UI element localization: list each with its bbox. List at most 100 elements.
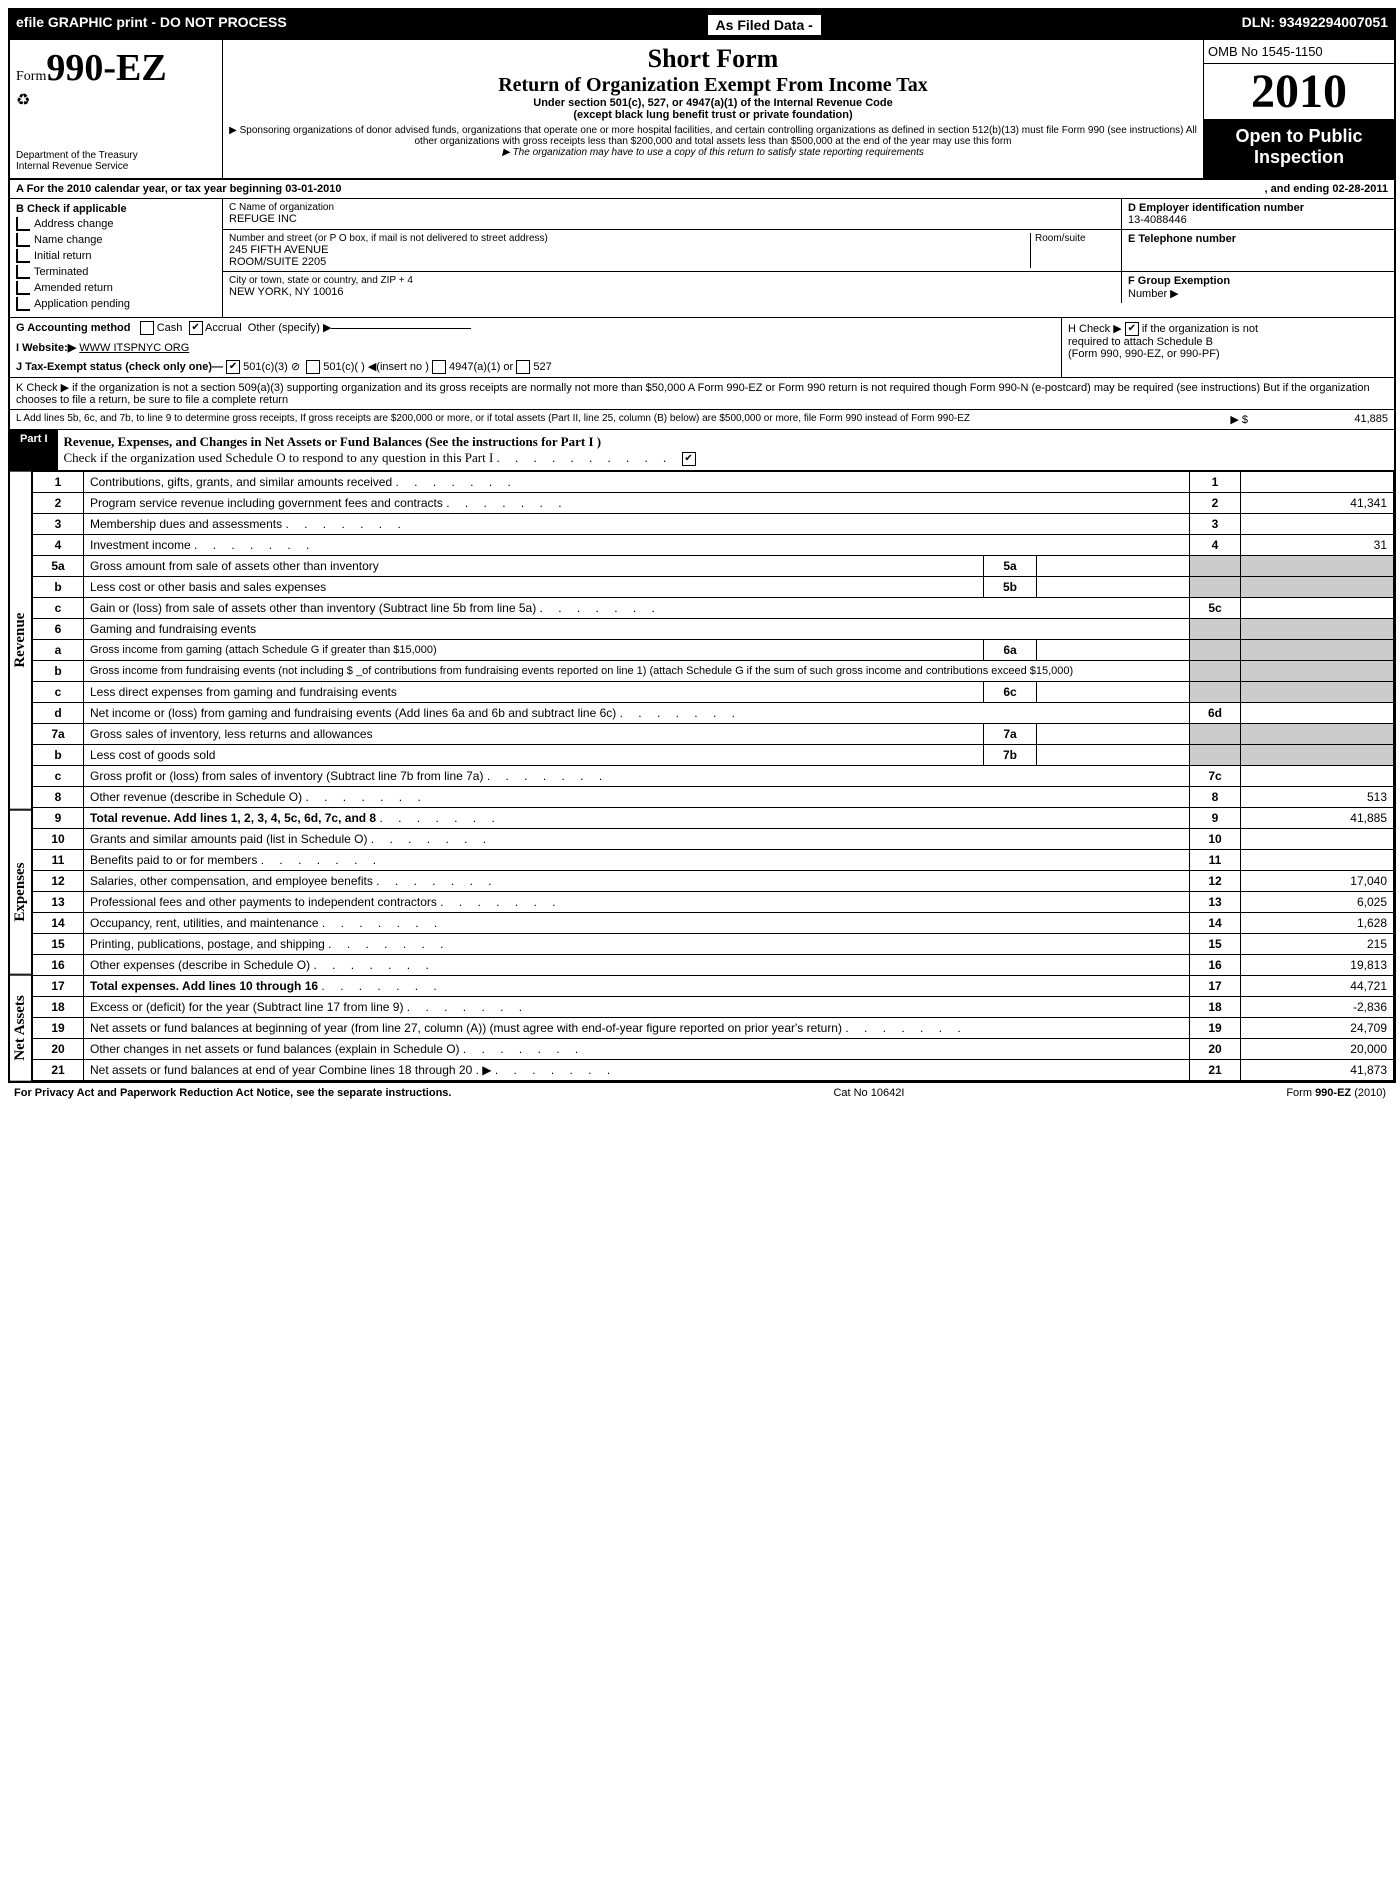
part1-title: Revenue, Expenses, and Changes in Net As… bbox=[64, 434, 602, 449]
tax-year: 2010 bbox=[1204, 64, 1394, 120]
title-short-form: Short Form bbox=[229, 44, 1197, 74]
i-label: I Website:▶ bbox=[16, 342, 76, 354]
topbar-left: efile GRAPHIC print - DO NOT PROCESS bbox=[16, 14, 287, 36]
hint2: ▶ The organization may have to use a cop… bbox=[229, 147, 1197, 158]
checkbox-address-change[interactable]: Address change bbox=[16, 217, 216, 231]
checkbox-initial-return[interactable]: Initial return bbox=[16, 249, 216, 263]
line-a: A For the 2010 calendar year, or tax yea… bbox=[10, 180, 1394, 199]
line-5a: 5aGross amount from sale of assets other… bbox=[33, 556, 1394, 577]
form-prefix: Form bbox=[16, 69, 46, 84]
g-accrual: Accrual bbox=[205, 322, 242, 334]
part1-header: Part I Revenue, Expenses, and Changes in… bbox=[10, 430, 1394, 471]
omb-number: OMB No 1545-1150 bbox=[1204, 40, 1394, 64]
top-bar: efile GRAPHIC print - DO NOT PROCESS As … bbox=[10, 10, 1394, 40]
h-text3: required to attach Schedule B bbox=[1068, 336, 1213, 348]
line-15: 15Printing, publications, postage, and s… bbox=[33, 934, 1394, 955]
line-a-ending: , and ending 02-28-2011 bbox=[1265, 183, 1389, 195]
footer: For Privacy Act and Paperwork Reduction … bbox=[8, 1083, 1392, 1103]
line-21: 21Net assets or fund balances at end of … bbox=[33, 1060, 1394, 1081]
col-b-title: B Check if applicable bbox=[16, 203, 127, 215]
part1-sub: Check if the organization used Schedule … bbox=[64, 450, 494, 465]
j-501c-checkbox[interactable] bbox=[306, 360, 320, 374]
j-o3: 4947(a)(1) or bbox=[449, 361, 513, 373]
section-bcdef: B Check if applicable Address change Name… bbox=[10, 199, 1394, 318]
f-label2: Number ▶ bbox=[1128, 287, 1388, 300]
checkbox-application-pending[interactable]: Application pending bbox=[16, 297, 216, 311]
f-label: F Group Exemption bbox=[1128, 275, 1230, 287]
dept-treasury: Department of the Treasury bbox=[16, 150, 216, 161]
header-mid: Short Form Return of Organization Exempt… bbox=[223, 40, 1203, 178]
header: Form990-EZ ♻ Department of the Treasury … bbox=[10, 40, 1394, 180]
j-501c3-checkbox[interactable] bbox=[226, 360, 240, 374]
dots: . . . . . . . . . . bbox=[497, 450, 682, 465]
topbar-right: DLN: 93492294007051 bbox=[1242, 14, 1388, 36]
g-other: Other (specify) ▶ bbox=[248, 322, 332, 334]
street2: ROOM/SUITE 2205 bbox=[229, 256, 1030, 268]
dept-irs: Internal Revenue Service bbox=[16, 161, 216, 172]
street1: 245 FIFTH AVENUE bbox=[229, 244, 1030, 256]
e-label: E Telephone number bbox=[1128, 233, 1236, 245]
line-19: 19Net assets or fund balances at beginni… bbox=[33, 1018, 1394, 1039]
line-d: dNet income or (loss) from gaming and fu… bbox=[33, 703, 1394, 724]
h-checkbox[interactable] bbox=[1125, 322, 1139, 336]
part1-schedule-o-checkbox[interactable] bbox=[682, 452, 696, 466]
accrual-checkbox[interactable] bbox=[189, 321, 203, 335]
line-8: 8Other revenue (describe in Schedule O) … bbox=[33, 787, 1394, 808]
netassets-label: Net Assets bbox=[10, 975, 32, 1082]
col-b: B Check if applicable Address change Name… bbox=[10, 199, 223, 317]
c-name-label: C Name of organization bbox=[229, 202, 1115, 213]
line-17: 17Total expenses. Add lines 10 through 1… bbox=[33, 976, 1394, 997]
topbar-mid: As Filed Data - bbox=[707, 14, 822, 36]
line-a-label: A For the 2010 calendar year, or tax yea… bbox=[16, 183, 341, 195]
j-label: J Tax-Exempt status (check only one)— bbox=[16, 361, 223, 373]
line-3: 3Membership dues and assessments . . . .… bbox=[33, 514, 1394, 535]
checkbox-name-change[interactable]: Name change bbox=[16, 233, 216, 247]
lines-ghij: G Accounting method Cash Accrual Other (… bbox=[10, 318, 1394, 378]
line-c: cLess direct expenses from gaming and fu… bbox=[33, 682, 1394, 703]
line-14: 14Occupancy, rent, utilities, and mainte… bbox=[33, 913, 1394, 934]
line-j: J Tax-Exempt status (check only one)— 50… bbox=[10, 357, 1061, 377]
part1-body: Revenue Expenses Net Assets 1Contributio… bbox=[10, 471, 1394, 1081]
hint1: ▶ Sponsoring organizations of donor advi… bbox=[229, 125, 1197, 147]
revenue-label: Revenue bbox=[10, 471, 32, 810]
j-4947-checkbox[interactable] bbox=[432, 360, 446, 374]
line-13: 13Professional fees and other payments t… bbox=[33, 892, 1394, 913]
line-l: L Add lines 5b, 6c, and 7b, to line 9 to… bbox=[10, 410, 1394, 430]
open2: Inspection bbox=[1210, 147, 1388, 168]
subtitle2: (except black lung benefit trust or priv… bbox=[229, 109, 1197, 121]
d-label: D Employer identification number bbox=[1128, 202, 1304, 214]
line-6: 6Gaming and fundraising events bbox=[33, 619, 1394, 640]
line-g: G Accounting method Cash Accrual Other (… bbox=[10, 318, 1061, 338]
line-i: I Website:▶ WWW ITSPNYC ORG bbox=[10, 338, 1061, 357]
line-12: 12Salaries, other compensation, and empl… bbox=[33, 871, 1394, 892]
website-value: WWW ITSPNYC ORG bbox=[79, 342, 189, 354]
line-c: cGross profit or (loss) from sales of in… bbox=[33, 766, 1394, 787]
line-4: 4Investment income . . . . . . . 431 bbox=[33, 535, 1394, 556]
form-990ez: efile GRAPHIC print - DO NOT PROCESS As … bbox=[8, 8, 1396, 1083]
line-10: 10Grants and similar amounts paid (list … bbox=[33, 829, 1394, 850]
line-k: K Check ▶ if the organization is not a s… bbox=[10, 378, 1394, 410]
h-text2: if the organization is not bbox=[1142, 323, 1258, 335]
line-a: aGross income from gaming (attach Schedu… bbox=[33, 640, 1394, 661]
line-h: H Check ▶ if the organization is not req… bbox=[1061, 318, 1394, 377]
line-18: 18Excess or (deficit) for the year (Subt… bbox=[33, 997, 1394, 1018]
line-c: cGain or (loss) from sale of assets othe… bbox=[33, 598, 1394, 619]
city-label: City or town, state or country, and ZIP … bbox=[229, 275, 1115, 286]
line-2: 2Program service revenue including gover… bbox=[33, 493, 1394, 514]
checkbox-amended-return[interactable]: Amended return bbox=[16, 281, 216, 295]
col-cdef: C Name of organization REFUGE INC D Empl… bbox=[223, 199, 1394, 317]
line-b: bLess cost or other basis and sales expe… bbox=[33, 577, 1394, 598]
org-name: REFUGE INC bbox=[229, 213, 1115, 225]
line-1: 1Contributions, gifts, grants, and simil… bbox=[33, 472, 1394, 493]
cash-checkbox[interactable] bbox=[140, 321, 154, 335]
j-o2: 501(c)( ) ◀(insert no ) bbox=[323, 361, 429, 373]
part1-label: Part I bbox=[10, 430, 58, 470]
j-527-checkbox[interactable] bbox=[516, 360, 530, 374]
part1-title-box: Revenue, Expenses, and Changes in Net As… bbox=[58, 430, 1394, 470]
line-b: bGross income from fundraising events (n… bbox=[33, 661, 1394, 682]
line-20: 20Other changes in net assets or fund ba… bbox=[33, 1039, 1394, 1060]
header-left: Form990-EZ ♻ Department of the Treasury … bbox=[10, 40, 223, 178]
footer-left: For Privacy Act and Paperwork Reduction … bbox=[14, 1087, 451, 1099]
checkbox-terminated[interactable]: Terminated bbox=[16, 265, 216, 279]
footer-mid: Cat No 10642I bbox=[833, 1087, 904, 1099]
